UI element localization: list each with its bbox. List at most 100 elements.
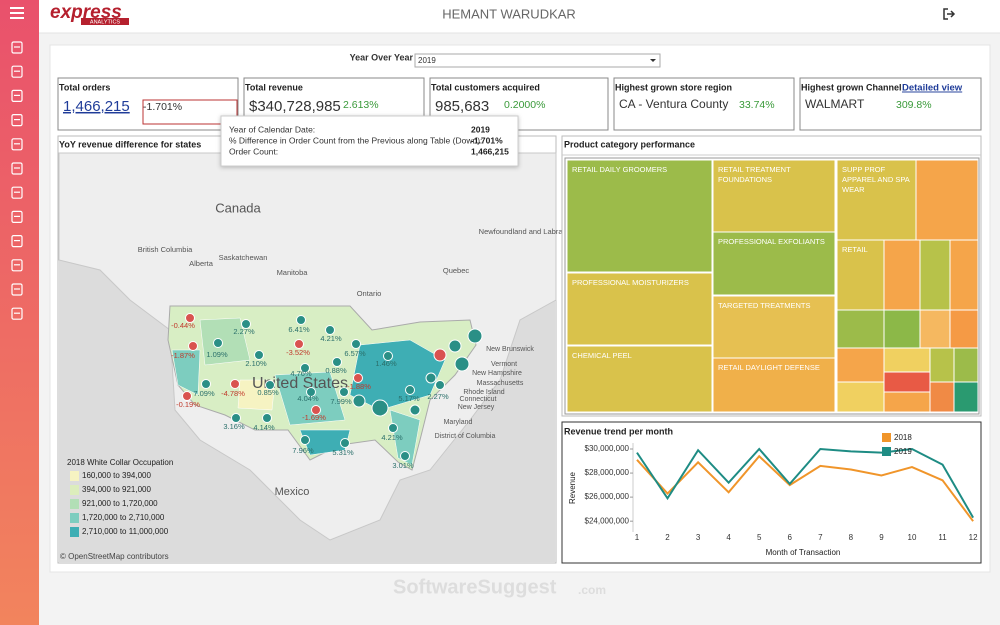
treemap-cell[interactable]: [883, 239, 921, 311]
state-bubble: [400, 451, 410, 461]
kpi-link[interactable]: Detailed view: [902, 83, 963, 94]
bubble-label: -1.69%: [302, 413, 326, 422]
treemap-cell[interactable]: [949, 239, 979, 311]
nav-icon[interactable]: [11, 113, 23, 127]
treemap-cell[interactable]: [883, 309, 921, 349]
state-bubble: [467, 328, 483, 344]
filter-label: Year Over Year: [350, 52, 414, 62]
y-axis-label: Revenue: [568, 471, 577, 504]
legend-label: 2,710,000 to 11,000,000: [82, 527, 169, 536]
treemap-cell[interactable]: [919, 309, 951, 349]
treemap-cell[interactable]: [712, 295, 836, 359]
nav-icon[interactable]: [11, 41, 23, 54]
treemap-cell[interactable]: [836, 239, 885, 311]
nav-icon[interactable]: [11, 235, 23, 248]
y-tick-label: $26,000,000: [585, 492, 630, 501]
treemap-cell[interactable]: [566, 345, 713, 413]
bubble-label: 3.16%: [223, 422, 245, 431]
series-line: [636, 454, 974, 522]
state-bubble: [265, 380, 275, 390]
nav-icon[interactable]: [11, 186, 23, 199]
state-bubble: [300, 363, 310, 373]
kpi-card: [57, 77, 239, 131]
state-bubble: [254, 350, 264, 360]
state-bubble: [351, 339, 361, 349]
place-label: Maryland: [444, 419, 473, 426]
nav-icon[interactable]: [11, 307, 23, 320]
bubble-label: -4.78%: [221, 389, 245, 398]
bubble-label: 2.27%: [427, 392, 449, 401]
nav-icon[interactable]: [11, 210, 23, 223]
state-bubble: [332, 357, 342, 367]
treemap-label: TARGETED TREATMENTS: [718, 301, 811, 310]
treemap-cell[interactable]: [712, 159, 836, 233]
place-label: Newfoundland and Labrador: [479, 227, 574, 236]
treemap-cell[interactable]: [883, 347, 931, 373]
treemap-cell[interactable]: [883, 391, 931, 413]
state-region: [199, 317, 251, 366]
treemap-cell[interactable]: [836, 309, 885, 349]
treemap-cell[interactable]: [566, 272, 713, 346]
treemap-cell[interactable]: [836, 381, 885, 413]
nav-icon[interactable]: [11, 162, 23, 175]
logout-button[interactable]: [943, 8, 956, 20]
kpi-value: 985,683: [435, 98, 489, 115]
place-label: Saskatchewan: [219, 253, 268, 262]
treemap-cell[interactable]: [883, 371, 931, 393]
treemap-cell[interactable]: [929, 347, 955, 383]
state-bubble: [405, 385, 415, 395]
treemap-cell[interactable]: [836, 347, 885, 383]
series-line: [636, 447, 974, 519]
nav-icon[interactable]: [11, 65, 23, 78]
treemap-title: Product category performance: [564, 139, 695, 149]
treemap-label: PROFESSIONAL EXFOLIANTS: [718, 237, 825, 246]
state-bubble: [409, 404, 421, 416]
state-region: [389, 409, 421, 466]
nav-icon[interactable]: [11, 259, 23, 272]
legend-label: 394,000 to 921,000: [82, 485, 152, 494]
tooltip-value: 1,466,215: [471, 146, 509, 156]
x-tick-label: 7: [818, 533, 823, 542]
treemap-cell[interactable]: [915, 159, 979, 241]
state-bubble: [433, 348, 447, 362]
place-label: Vermont: [491, 361, 517, 368]
bubble-label: 4.14%: [253, 423, 275, 432]
legend-label: 1,720,000 to 2,710,000: [82, 513, 165, 522]
state-region: [299, 429, 351, 456]
treemap-cell[interactable]: [949, 309, 979, 349]
bubble-label: 4.21%: [381, 433, 403, 442]
bubble-label: -0.19%: [176, 400, 200, 409]
treemap-cell[interactable]: [919, 239, 951, 311]
year-select[interactable]: [414, 53, 661, 68]
x-tick-label: 8: [849, 533, 854, 542]
kpi-title: Total orders: [59, 82, 110, 92]
state-bubble: [300, 435, 310, 445]
nav-icon[interactable]: [11, 89, 23, 103]
x-axis-label: Month of Transaction: [766, 548, 841, 557]
treemap-cell[interactable]: [953, 347, 979, 383]
state-bubble: [188, 341, 198, 351]
state-bubble: [230, 379, 240, 389]
treemap-label: RETAIL DAYLIGHT DEFENSE: [718, 363, 820, 372]
treemap-cell[interactable]: [953, 381, 979, 413]
state-bubble: [182, 391, 192, 401]
x-tick-label: 6: [788, 533, 793, 542]
treemap-cell[interactable]: [836, 159, 917, 241]
x-tick-label: 4: [726, 533, 731, 542]
y-tick-label: $30,000,000: [585, 444, 630, 453]
treemap-cell[interactable]: [712, 357, 836, 413]
nav-icon[interactable]: [11, 138, 23, 151]
state-bubble: [213, 338, 223, 348]
treemap-cell[interactable]: [929, 381, 955, 413]
logo[interactable]: express: [50, 2, 122, 23]
nav-icon[interactable]: [11, 283, 23, 296]
menu-button[interactable]: [10, 7, 24, 19]
bubble-label: 7.96%: [292, 446, 314, 455]
treemap-cell[interactable]: [566, 159, 713, 273]
x-tick-label: 3: [696, 533, 701, 542]
y-tick-label: $28,000,000: [585, 468, 630, 477]
bubble-label: 5.31%: [332, 448, 354, 457]
legend-label: 2018: [894, 433, 912, 442]
treemap-cell[interactable]: [712, 231, 836, 296]
